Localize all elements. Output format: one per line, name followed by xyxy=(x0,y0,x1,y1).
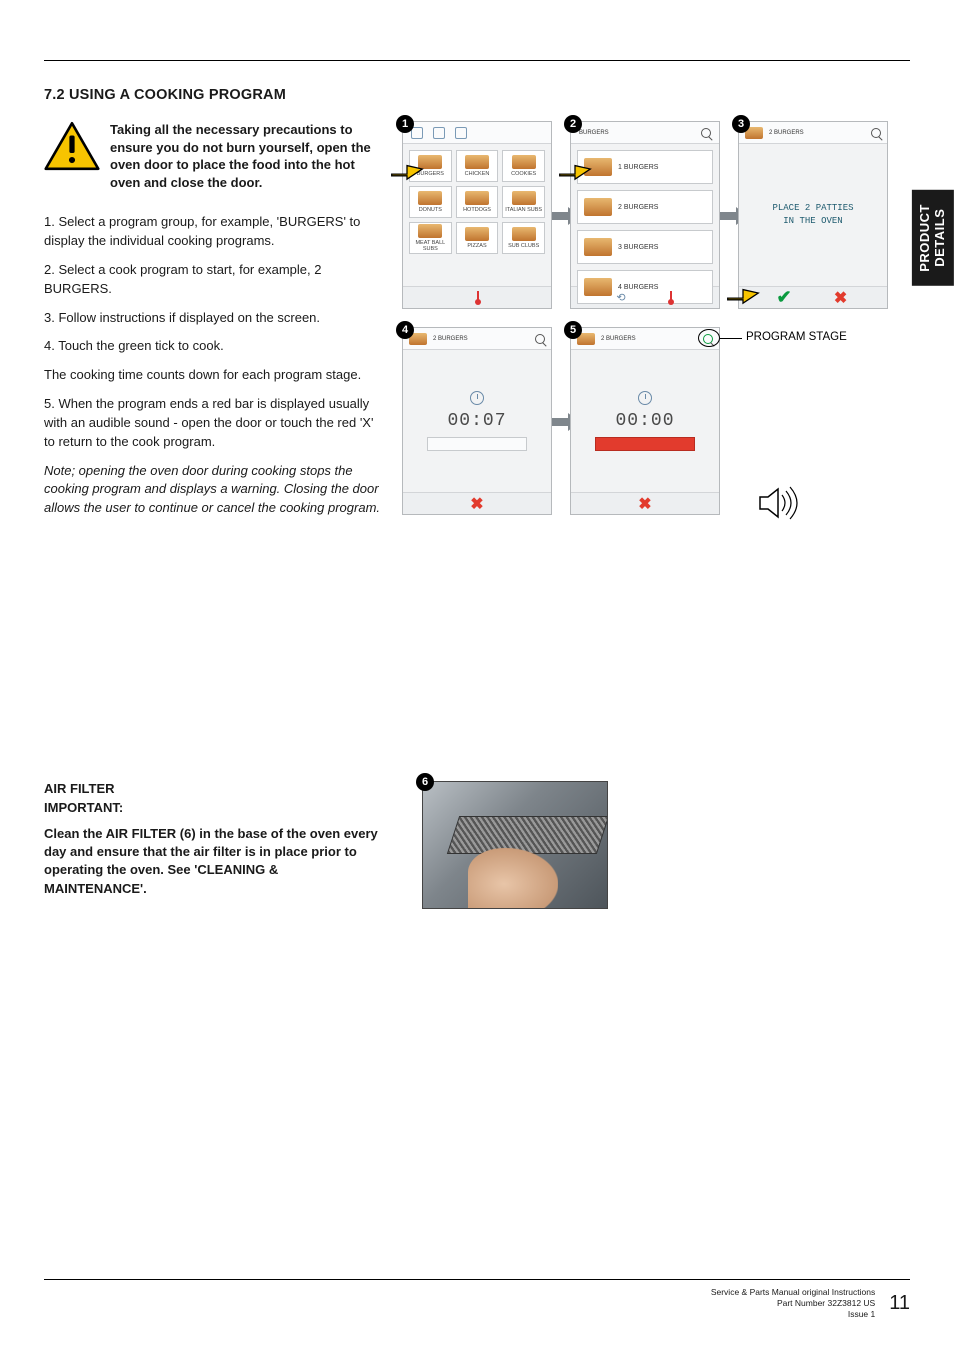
air-filter-title: AIR FILTER xyxy=(44,781,382,796)
section-heading: 7.2 USING A COOKING PROGRAM xyxy=(44,87,910,103)
tick-icon: ✔ xyxy=(776,287,791,308)
warning-icon xyxy=(44,121,100,171)
footer-line1: Service & Parts Manual original Instruct… xyxy=(711,1287,875,1298)
screen-5-header: 2 BURGERS xyxy=(571,328,719,350)
thermometer-icon xyxy=(473,291,481,305)
menu-tile: PIZZAS xyxy=(456,222,499,254)
badge-1: 1 xyxy=(396,115,414,133)
bottom-rule xyxy=(44,1279,910,1280)
top-rule xyxy=(44,60,910,61)
screens-grid: BURGERS CHICKENCOOKIES DONUTSHOTDOGSITALIA… xyxy=(402,121,888,551)
step-1: 1. Select a program group, for example, … xyxy=(44,213,382,251)
screen-3-title: 2 BURGERS xyxy=(769,130,804,136)
program-tile: 3 BURGERS xyxy=(577,230,713,264)
timer-value: 00:07 xyxy=(447,411,506,431)
x-icon: ✖ xyxy=(636,495,654,513)
speaker-icon xyxy=(756,483,802,523)
screen-4-timer: 2 BURGERS 00:07 ✖ xyxy=(402,327,552,515)
screen-3-instruction: 2 BURGERS PLACE 2 PATTIES IN THE OVEN ✔ … xyxy=(738,121,888,309)
pointer-hand-icon xyxy=(726,281,760,305)
screen-4-title: 2 BURGERS xyxy=(433,336,468,342)
step-6: 5. When the program ends a red bar is di… xyxy=(44,395,382,452)
badge-2: 2 xyxy=(564,115,582,133)
page-number: 11 xyxy=(889,1292,910,1315)
callout-line xyxy=(720,338,742,339)
footer-line3: Issue 1 xyxy=(711,1309,875,1320)
air-filter-body: Clean the AIR FILTER (6) in the base of … xyxy=(44,825,382,898)
clock-icon xyxy=(638,391,652,405)
step-note: Note; opening the oven door during cooki… xyxy=(44,462,382,519)
x-icon: ✖ xyxy=(468,495,486,513)
screen-5-done: 2 BURGERS 00:00 ✖ xyxy=(570,327,720,515)
screen-4-header: 2 BURGERS xyxy=(403,328,551,350)
hand-graphic xyxy=(468,848,558,908)
screen-2-top-icons: BURGERS xyxy=(571,122,719,144)
screen-2-title: BURGERS xyxy=(579,130,609,136)
clock-icon xyxy=(470,391,484,405)
menu-tile: CHICKEN xyxy=(456,150,499,182)
menu-tile: HOTDOGS xyxy=(456,186,499,218)
progress-bar-done xyxy=(595,437,695,451)
menu-tile: DONUTS xyxy=(409,186,452,218)
search-icon xyxy=(701,128,711,138)
search-icon xyxy=(535,334,545,344)
progress-bar xyxy=(427,437,527,451)
screen-3-header: 2 BURGERS xyxy=(739,122,887,144)
back-arrow-icon: ⟲ xyxy=(616,291,625,304)
screen-2-programs: BURGERS 1 BURGERS 2 BURGERS 3 BURGERS 4 BUR… xyxy=(570,121,720,309)
badge-4: 4 xyxy=(396,321,414,339)
badge-6: 6 xyxy=(416,773,434,791)
step-2: 2. Select a cook program to start, for e… xyxy=(44,261,382,299)
screen-3-instruction-text: PLACE 2 PATTIES IN THE OVEN xyxy=(739,144,887,286)
callout-program-stage: PROGRAM STAGE xyxy=(746,331,847,343)
timer-value-done: 00:00 xyxy=(615,411,674,431)
copy-icon xyxy=(433,127,445,139)
thermometer-icon xyxy=(666,291,674,305)
instruction-body: 1. Select a program group, for example, … xyxy=(44,213,382,518)
program-tile: 4 BURGERS xyxy=(577,270,713,304)
footer-line2: Part Number 32Z3812 US xyxy=(711,1298,875,1309)
pointer-hand-icon xyxy=(558,157,592,181)
pointer-hand-icon xyxy=(390,157,424,181)
screen-5-title: 2 BURGERS xyxy=(601,336,636,342)
air-filter-photo xyxy=(422,781,608,909)
badge-3: 3 xyxy=(732,115,750,133)
page-footer: Service & Parts Manual original Instruct… xyxy=(711,1287,910,1320)
callout-circle xyxy=(698,329,720,347)
step-5: The cooking time counts down for each pr… xyxy=(44,366,382,385)
page-icon xyxy=(455,127,467,139)
screen-1-menu: BURGERSCHICKENCOOKIESDONUTSHOTDOGSITALIA… xyxy=(402,121,552,309)
warning-text: Taking all the necessary precautions to … xyxy=(110,121,382,191)
menu-tile: ITALIAN SUBS xyxy=(502,186,545,218)
step-3: 3. Follow instructions if displayed on t… xyxy=(44,309,382,328)
menu-tile: COOKIES xyxy=(502,150,545,182)
x-icon: ✖ xyxy=(832,289,850,307)
menu-tile: MEAT BALL SUBS xyxy=(409,222,452,254)
air-filter-important: IMPORTANT: xyxy=(44,800,382,815)
program-tile: 1 BURGERS xyxy=(577,150,713,184)
search-icon xyxy=(871,128,881,138)
step-4: 4. Touch the green tick to cook. xyxy=(44,337,382,356)
menu-tile: SUB CLUBS xyxy=(502,222,545,254)
badge-5: 5 xyxy=(564,321,582,339)
program-tile: 2 BURGERS xyxy=(577,190,713,224)
screen-1-top-icons xyxy=(403,122,551,144)
